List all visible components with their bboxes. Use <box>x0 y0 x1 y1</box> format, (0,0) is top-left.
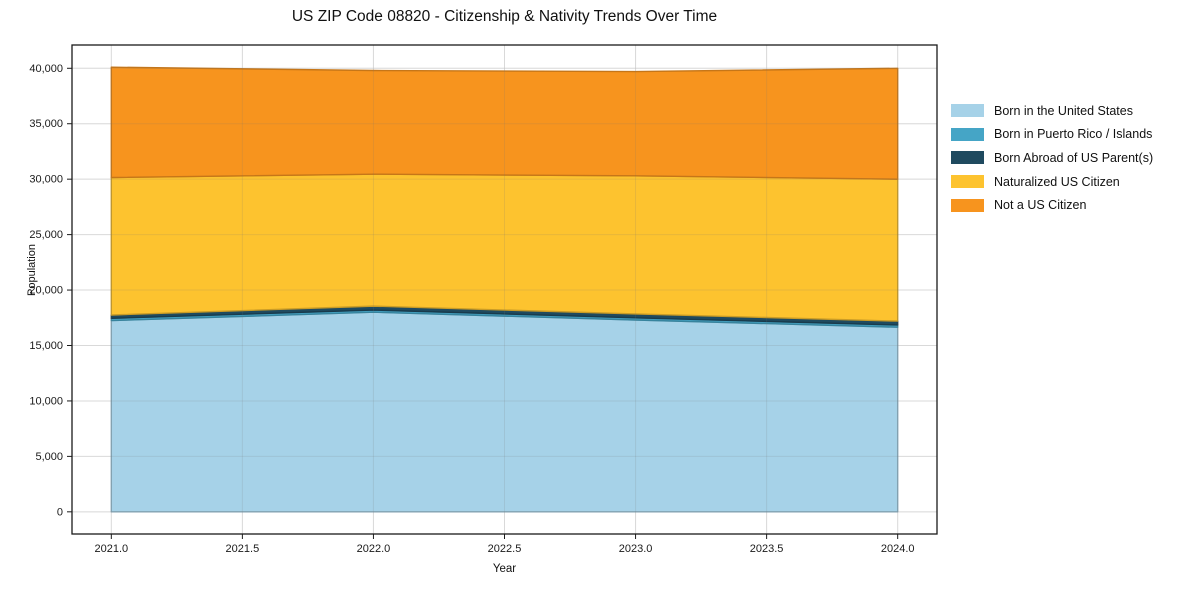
y-tick-label: 25,000 <box>29 229 63 241</box>
y-axis-label: Population <box>26 244 38 296</box>
legend-item-born-abroad-of-us-parent-s: Born Abroad of US Parent(s) <box>951 146 1153 170</box>
legend-label: Born Abroad of US Parent(s) <box>994 150 1154 165</box>
legend-swatch <box>951 104 984 118</box>
y-tick-label: 35,000 <box>29 118 63 130</box>
x-tick-label: 2022.0 <box>357 543 391 555</box>
x-tick-label: 2021.0 <box>94 543 128 555</box>
area-not-a-us-citizen <box>110 66 899 180</box>
legend-swatch <box>951 151 984 165</box>
y-tick-label: 40,000 <box>29 63 63 75</box>
legend-item-born-in-the-united-states: Born in the United States <box>951 99 1153 123</box>
legend-swatch <box>951 198 984 212</box>
legend-swatch <box>951 175 984 189</box>
legend-label: Not a US Citizen <box>994 198 1087 213</box>
legend-label: Naturalized US Citizen <box>994 174 1120 189</box>
y-tick-label: 0 <box>57 506 63 518</box>
y-tick-label: 20,000 <box>29 285 63 297</box>
legend: Born in the United States Born in Puerto … <box>951 99 1153 217</box>
x-tick-label: 2024.0 <box>881 543 915 555</box>
y-tick-label: 5,000 <box>35 451 63 463</box>
y-tick-label: 10,000 <box>29 395 63 407</box>
legend-label: Born in Puerto Rico / Islands <box>994 127 1153 142</box>
legend-item-born-in-puerto-rico-islands: Born in Puerto Rico / Islands <box>951 123 1153 147</box>
x-tick-label: 2022.5 <box>488 543 522 555</box>
legend-swatch <box>951 127 984 141</box>
legend-item-naturalized-us-citizen: Naturalized US Citizen <box>951 170 1153 194</box>
x-axis-label: Year <box>492 563 517 575</box>
x-tick-label: 2023.5 <box>750 543 784 555</box>
chart-title: US ZIP Code 08820 - Citizenship & Nativi… <box>291 8 718 25</box>
legend-item-not-a-us-citizen: Not a US Citizen <box>951 193 1153 217</box>
y-tick-label: 30,000 <box>29 174 63 186</box>
legend-label: Born in the United States <box>994 103 1133 118</box>
x-tick-label: 2021.5 <box>226 543 260 555</box>
y-tick-label: 15,000 <box>29 340 63 352</box>
x-tick-label: 2023.0 <box>619 543 653 555</box>
